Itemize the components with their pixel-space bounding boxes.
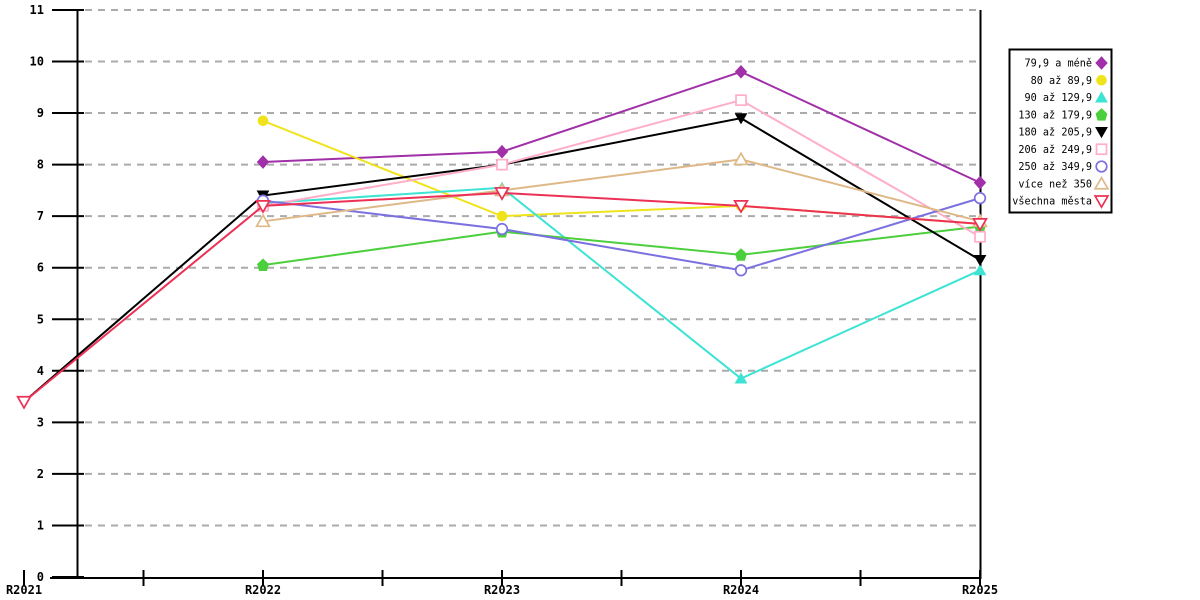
series-marker [494,187,510,201]
series-marker [734,65,748,79]
legend-label: 130 až 179,9 [1018,109,1092,121]
y-tick-label: 2 [37,467,44,481]
y-tick-label: 11 [30,3,44,17]
series-marker [733,151,749,166]
series-marker [973,175,987,190]
series-line [262,197,981,272]
series-group [16,65,988,410]
legend-label: 79,9 a méně [1025,58,1092,70]
series [256,191,987,277]
series-marker [734,113,748,125]
legend-marker [1095,56,1108,70]
series-line [262,158,981,223]
series-marker [257,115,269,127]
y-tick-label: 7 [37,209,44,223]
series-line [262,70,981,184]
legend-marker [1096,74,1107,86]
series-marker [973,191,987,205]
series-line [262,225,981,267]
legend-label: 80 až 89,9 [1031,75,1092,87]
series-line [262,186,981,380]
series [16,187,988,410]
y-tick-label: 3 [37,415,44,429]
series-line [262,99,981,238]
series [256,65,987,190]
y-tick-label: 6 [37,261,44,275]
series-marker [973,254,987,267]
series-marker [734,264,748,277]
legend-item: 250 až 349,9 [1018,160,1108,173]
series-marker [255,213,271,228]
legend-label: všechna města [1012,196,1092,208]
legend-label: více než 350 [1018,178,1092,190]
y-tick-label: 5 [37,312,44,326]
legend-marker [1093,195,1110,209]
legend: 79,9 a méně 80 až 89,9 90 až 129,9 130 až 1… [1008,48,1113,214]
x-tick-label: R2021 [6,583,42,597]
legend-label: 206 až 249,9 [1018,144,1092,156]
series-marker [256,155,270,169]
series-marker [496,158,508,171]
y-tick-label: 9 [37,106,44,120]
legend-marker [1095,91,1108,103]
y-tick-label: 8 [37,158,44,172]
legend-label: 90 až 129,9 [1025,92,1092,104]
series-marker [972,218,988,232]
series-marker [973,264,987,276]
series-marker [257,258,269,272]
y-tick-label: 0 [37,570,44,584]
legend-item: 130 až 179,9 [1018,108,1108,121]
series [257,219,986,272]
legend-label: 250 až 349,9 [1018,161,1092,173]
x-tick-label: R2022 [245,583,281,597]
series-line [262,119,981,225]
legend-box [1008,48,1113,214]
series-marker [733,199,749,214]
legend-label: 180 až 205,9 [1018,127,1092,139]
x-tick-label: R2025 [962,583,998,597]
series-marker [495,222,509,236]
series-marker [495,144,509,159]
series [257,94,986,243]
legend-marker [1095,127,1108,139]
legend-item: 180 až 205,9 [1018,127,1108,139]
legend-item: 79,9 a méně [1025,56,1108,70]
x-tick-label: R2023 [484,583,520,597]
y-tick-label: 1 [37,518,44,532]
legend-item: všechna města [1012,195,1110,209]
gridlines [85,8,981,527]
legend-marker [1093,175,1110,190]
legend-item: 206 až 249,9 [1018,143,1108,156]
series-marker [734,372,748,384]
series-marker [735,94,747,107]
axes: 0 1 2 3 4 5 6 7 8 9 10 11 R2021 R2022 R2023 R2024 R2025 [6,3,998,597]
x-tick-label: R2024 [723,583,759,597]
series-marker [974,230,986,243]
series-marker [255,199,271,214]
legend-item: více než 350 [1018,175,1110,190]
legend-marker [1095,143,1108,156]
y-tick-label: 10 [30,55,44,69]
legend-marker [1095,160,1108,173]
y-tick-label: 4 [37,364,44,378]
series-marker [735,248,747,261]
series-marker [16,395,32,410]
legend-item: 90 až 129,9 [1025,91,1108,104]
legend-marker [1095,108,1108,121]
legend-item: 80 až 89,9 [1031,75,1107,87]
series-marker [496,210,508,222]
